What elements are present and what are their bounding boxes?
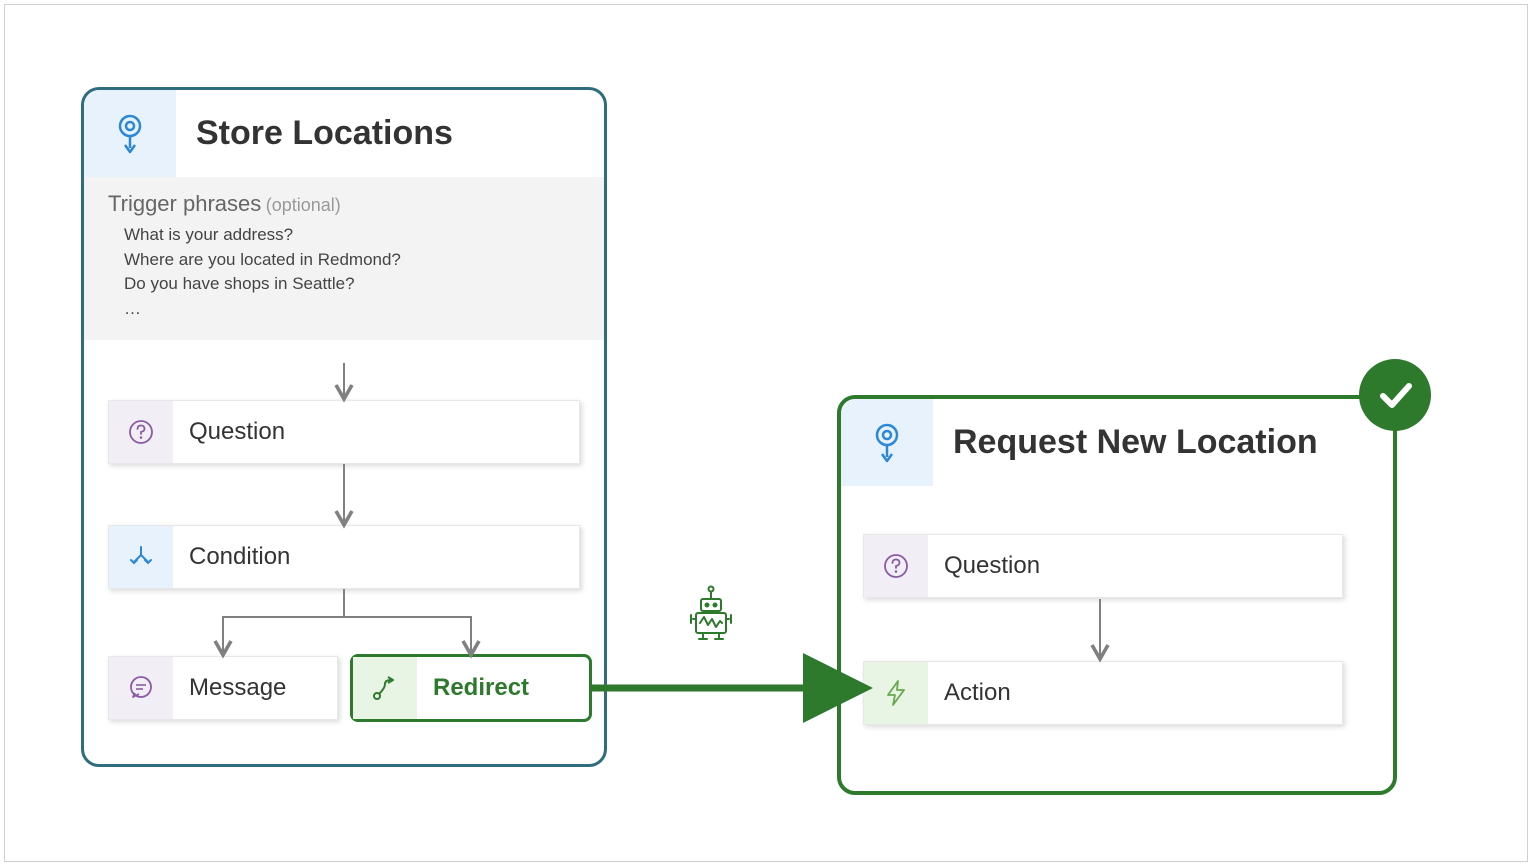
question-icon: [864, 535, 928, 597]
trigger-label: Trigger phrases: [108, 191, 261, 216]
node-condition[interactable]: Condition: [108, 525, 580, 589]
node-label: Condition: [173, 526, 579, 588]
action-icon: [864, 662, 928, 724]
trigger-phrases-list: What is your address? Where are you loca…: [108, 217, 580, 322]
card-title: Request New Location: [933, 399, 1393, 486]
node-label: Message: [173, 657, 337, 719]
topic-icon: [84, 90, 176, 177]
card-header: Store Locations: [84, 90, 604, 177]
topic-icon: [841, 399, 933, 486]
node-label: Redirect: [417, 657, 589, 719]
trigger-phrase: Do you have shops in Seattle?: [124, 272, 580, 297]
card-title: Store Locations: [176, 90, 604, 177]
node-label: Question: [928, 535, 1342, 597]
node-question-right[interactable]: Question: [863, 534, 1343, 598]
node-label: Question: [173, 401, 579, 463]
question-icon: [109, 401, 173, 463]
condition-icon: [109, 526, 173, 588]
node-action[interactable]: Action: [863, 661, 1343, 725]
redirect-icon: [353, 657, 417, 719]
trigger-phrase: What is your address?: [124, 223, 580, 248]
trigger-phrase: …: [124, 297, 580, 322]
trigger-phrase: Where are you located in Redmond?: [124, 248, 580, 273]
node-label: Action: [928, 662, 1342, 724]
trigger-phrases-section: Trigger phrases (optional) What is your …: [84, 177, 604, 340]
node-message[interactable]: Message: [108, 656, 338, 720]
trigger-label-row: Trigger phrases (optional): [108, 191, 580, 217]
trigger-optional: (optional): [266, 195, 341, 215]
message-icon: [109, 657, 173, 719]
node-redirect[interactable]: Redirect: [350, 654, 592, 722]
diagram-canvas: Store Locations Trigger phrases (optiona…: [4, 4, 1528, 862]
checkmark-icon: [1359, 359, 1431, 431]
card-header: Request New Location: [841, 399, 1393, 486]
node-question[interactable]: Question: [108, 400, 580, 464]
